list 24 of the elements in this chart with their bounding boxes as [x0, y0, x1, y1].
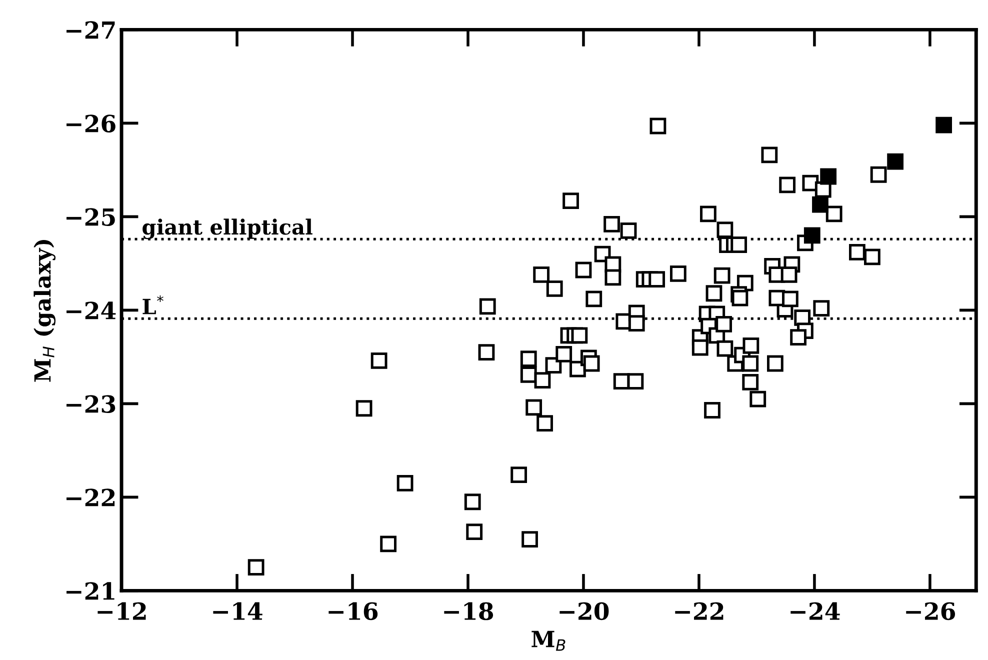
y-tick-label: −22: [66, 488, 115, 506]
x-tick-label: −20: [560, 602, 609, 620]
ref-line-label: L$^{*}$: [142, 295, 164, 314]
point: [887, 153, 904, 170]
y-axis-title: M$_{H}$ (galaxy): [34, 240, 56, 382]
x-tick-label: −12: [98, 602, 146, 620]
point: [804, 227, 820, 244]
x-tick-label: −16: [328, 602, 378, 620]
x-tick-label: −14: [213, 602, 262, 620]
ref-line-label: giant elliptical: [142, 218, 312, 240]
point: [936, 116, 952, 134]
x-tick-label: −22: [675, 602, 724, 620]
x-tick-label: −26: [906, 602, 955, 620]
y-tick-label: −26: [66, 114, 116, 133]
point: [812, 196, 828, 213]
x-tick-label: −24: [790, 602, 840, 620]
y-tick-label: −25: [66, 208, 115, 226]
y-tick-label: −21: [66, 582, 114, 600]
y-tick-label: −24: [66, 302, 116, 320]
y-tick-label: −27: [66, 21, 115, 39]
x-axis-title: M$_{B}$: [532, 630, 566, 651]
x-tick-label: −18: [444, 602, 494, 620]
point: [820, 168, 837, 185]
y-tick-label: −23: [66, 395, 116, 414]
